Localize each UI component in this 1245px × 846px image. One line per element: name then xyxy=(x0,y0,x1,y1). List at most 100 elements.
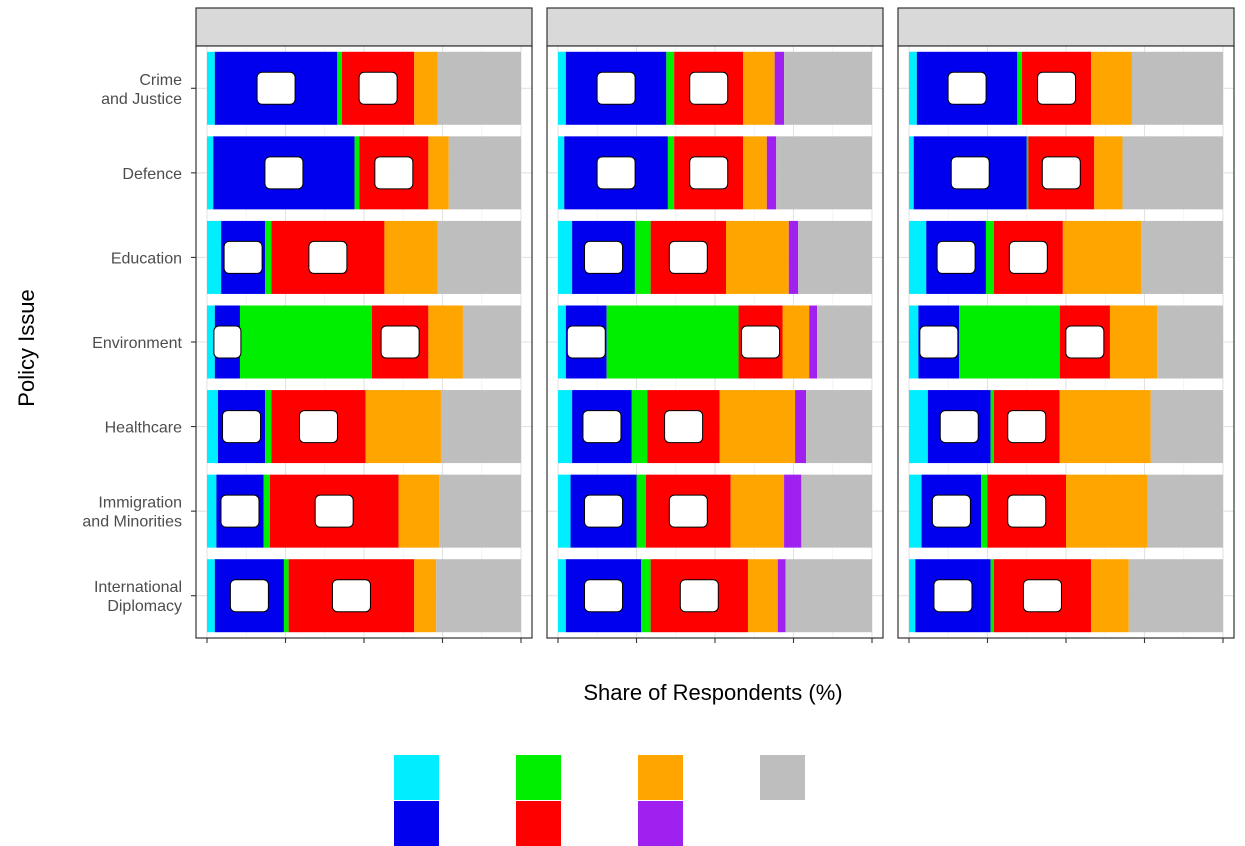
bar-segment-bq xyxy=(207,305,215,379)
bar-segment-dk xyxy=(437,51,521,125)
bar-row xyxy=(558,51,872,125)
bar-segment-bq xyxy=(909,559,916,633)
bar-segment-ppc xyxy=(777,559,786,633)
bar-segment-ndp xyxy=(1109,305,1158,379)
facet-panel-2019 xyxy=(546,7,884,643)
data-label-box xyxy=(264,156,304,190)
bar-segment-dk xyxy=(776,136,872,210)
bar-segment-ndp xyxy=(365,390,441,464)
data-label-box xyxy=(314,494,354,528)
x-axis xyxy=(908,638,1224,643)
bar-segment-bq xyxy=(909,390,928,464)
bar-segment-dk xyxy=(439,474,521,548)
bar-segment-dk xyxy=(785,559,872,633)
bar-segment-dk xyxy=(448,136,521,210)
y-tick-label: Crime and Justice xyxy=(101,72,182,108)
y-tick-label-line: and Minorities xyxy=(82,514,182,531)
bar-row xyxy=(909,220,1223,294)
y-tick-label-line: Diplomacy xyxy=(107,598,182,615)
y-axis: Crime and Justice Defence Education Environm… xyxy=(82,72,196,615)
bar-segment-ndp xyxy=(747,559,778,633)
bar-segment-ndp xyxy=(1094,136,1123,210)
bar-row xyxy=(558,390,872,464)
bar-row xyxy=(909,136,1223,210)
legend-key xyxy=(638,801,683,846)
bar-segment-dk xyxy=(801,474,872,548)
bar-segment-ndp xyxy=(743,51,775,125)
data-label-box xyxy=(1037,71,1077,105)
bar-segment-dk xyxy=(437,220,521,294)
bar-segment-ndp xyxy=(1091,559,1129,633)
bar-segment-ppc xyxy=(766,136,777,210)
bar-segment-bq xyxy=(207,559,215,633)
legend-key xyxy=(516,755,561,800)
bar-segment-ndp xyxy=(384,220,438,294)
bar-segment-bq xyxy=(207,390,218,464)
legend-item-bq xyxy=(394,755,439,800)
bar-segment-gpc xyxy=(981,474,988,548)
facet-strip xyxy=(195,7,533,47)
bar-segment-gpc xyxy=(990,390,994,464)
y-tick-label-line: Education xyxy=(111,250,182,267)
data-label-box xyxy=(689,71,729,105)
bar-row xyxy=(207,51,521,125)
data-label-box xyxy=(1022,579,1062,613)
bar-segment-ndp xyxy=(725,220,789,294)
legend-item-gpc xyxy=(516,755,561,800)
bar-segment-dk xyxy=(440,390,521,464)
bar-segment-gpc xyxy=(606,305,739,379)
bar-segment-ppc xyxy=(809,305,818,379)
data-label-box xyxy=(308,240,348,274)
data-label-box xyxy=(596,71,636,105)
data-label-box xyxy=(950,156,990,190)
bar-segment-dk xyxy=(817,305,872,379)
bar-segment-bq xyxy=(207,220,222,294)
x-axis xyxy=(557,638,873,643)
data-label-box xyxy=(220,494,260,528)
y-axis-title: Policy Issue xyxy=(14,289,39,406)
data-label-box xyxy=(566,325,606,359)
bar-segment-gpc xyxy=(354,136,360,210)
bar-segment-gpc xyxy=(959,305,1060,379)
data-label-box xyxy=(213,325,242,359)
bar-segment-gpc xyxy=(265,390,272,464)
bar-segment-ndp xyxy=(1091,51,1132,125)
data-label-box xyxy=(919,325,959,359)
legend xyxy=(394,755,805,846)
data-label-box xyxy=(1007,494,1047,528)
data-label-box xyxy=(1008,240,1048,274)
bar-row xyxy=(207,390,521,464)
bar-row xyxy=(207,559,521,633)
legend-item-ppc xyxy=(638,801,683,846)
y-tick-label-line: Healthcare xyxy=(105,420,182,437)
data-label-box xyxy=(229,579,269,613)
data-label-box xyxy=(936,240,976,274)
bar-segment-bq xyxy=(909,305,919,379)
bar-row xyxy=(909,390,1223,464)
bar-segment-ndp xyxy=(743,136,767,210)
legend-key xyxy=(394,755,439,800)
data-label-box xyxy=(668,494,708,528)
bar-segment-bq xyxy=(558,136,565,210)
bar-segment-gpc xyxy=(666,51,675,125)
bar-segment-gpc xyxy=(337,51,343,125)
bar-segment-ppc xyxy=(784,474,802,548)
y-tick-label: International Diplomacy xyxy=(94,579,182,615)
y-tick-label-line: Crime xyxy=(139,72,182,89)
bar-segment-dk xyxy=(1128,559,1223,633)
legend-item-ndp xyxy=(638,755,683,800)
bar-segment-bq xyxy=(909,220,927,294)
bar-segment-gpc xyxy=(990,559,994,633)
data-label-box xyxy=(582,410,622,444)
y-tick-label: Immigration and Minorities xyxy=(82,495,182,531)
data-label-box xyxy=(741,325,781,359)
x-axis-title: Share of Respondents (%) xyxy=(583,680,842,705)
facet-panel-2021 xyxy=(897,7,1235,643)
bar-row xyxy=(207,136,521,210)
data-label-box xyxy=(331,579,371,613)
bar-segment-dk xyxy=(436,559,521,633)
bar-segment-dk xyxy=(462,305,521,379)
data-label-box xyxy=(222,410,262,444)
data-label-box xyxy=(584,494,624,528)
bar-segment-dk xyxy=(1122,136,1223,210)
